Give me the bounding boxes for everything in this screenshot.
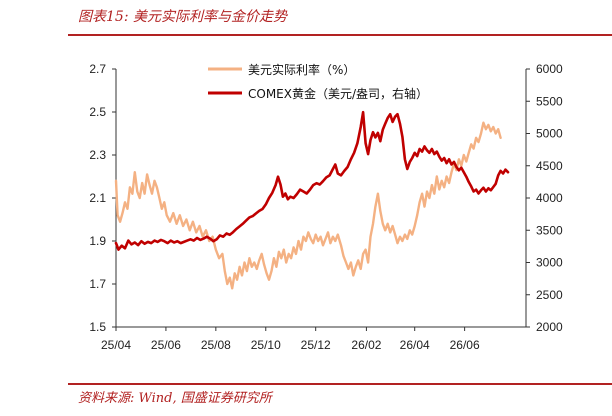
right-tick-label: 4500 — [536, 159, 563, 173]
gold-price-line — [114, 110, 510, 251]
left-tick-label: 2.1 — [89, 191, 106, 205]
right-tick-label: 4000 — [536, 191, 563, 205]
chart-legend: 美元实际利率（%） COMEX黄金（美元/盎司，右轴） — [208, 62, 428, 101]
left-tick-label: 1.9 — [89, 234, 106, 248]
left-tick-label: 2.5 — [89, 105, 106, 119]
right-tick-label: 2500 — [536, 288, 563, 302]
left-tick-label: 1.7 — [89, 277, 106, 291]
right-tick-label: 6000 — [536, 62, 563, 76]
x-tick-label: 26/04 — [400, 338, 430, 352]
x-tick-label: 26/02 — [351, 338, 381, 352]
chart-title: 图表15: 美元实际利率与金价走势 — [78, 9, 287, 25]
x-tick-label: 25/04 — [101, 338, 131, 352]
x-tick-label: 26/06 — [450, 338, 480, 352]
title-rule — [68, 34, 612, 36]
right-tick-label: 2000 — [536, 320, 563, 334]
chart-axes: 1.5 1.7 1.9 2.1 2.3 2.5 2.7 2000 2500 3000 3500 400… — [89, 62, 563, 352]
legend-label-1: 美元实际利率（%） — [248, 62, 355, 77]
x-tick-label: 25/12 — [301, 338, 331, 352]
left-tick-label: 2.3 — [89, 148, 106, 162]
source-rule — [68, 383, 612, 385]
left-tick-label: 1.5 — [89, 320, 106, 334]
legend-label-2: COMEX黄金（美元/盎司，右轴） — [248, 86, 428, 101]
chart-lines — [114, 110, 510, 290]
right-tick-label: 3000 — [536, 256, 563, 270]
left-tick-label: 2.7 — [89, 62, 106, 76]
x-tick-label: 25/10 — [251, 338, 281, 352]
right-tick-label: 3500 — [536, 223, 563, 237]
source-note: 资料来源: Wind, 国盛证券研究所 — [78, 391, 272, 406]
x-tick-label: 25/06 — [151, 338, 181, 352]
right-tick-label: 5500 — [536, 94, 563, 108]
x-tick-label: 25/08 — [201, 338, 231, 352]
real-rate-line — [114, 121, 502, 290]
right-tick-label: 5000 — [536, 127, 563, 141]
